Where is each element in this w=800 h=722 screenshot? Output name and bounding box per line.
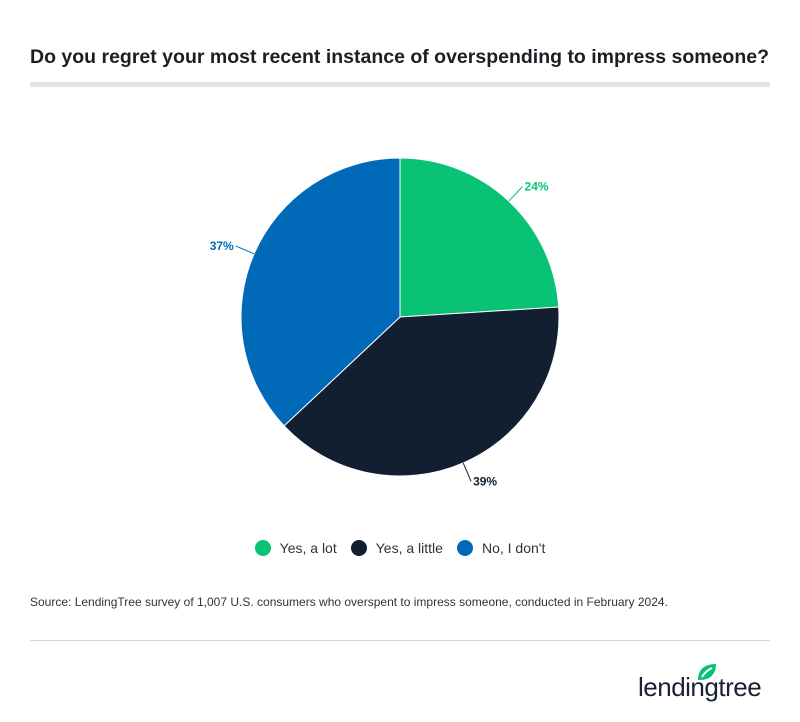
lendingtree-logo: lendingtree — [638, 662, 773, 702]
logo-text: lendingtree — [638, 672, 762, 702]
leader-line-0 — [508, 186, 523, 202]
legend-item-0: Yes, a lot — [254, 540, 337, 556]
legend-label: Yes, a little — [375, 540, 443, 556]
leaf-icon — [698, 664, 716, 680]
source-note: Source: LendingTree survey of 1,007 U.S.… — [30, 595, 668, 609]
data-label-0: 24% — [525, 180, 549, 194]
chart-title: Do you regret your most recent instance … — [30, 46, 769, 68]
legend-item-1: Yes, a little — [350, 540, 443, 556]
legend-label: Yes, a lot — [279, 540, 337, 556]
pie-slice-2 — [240, 157, 401, 427]
pie-slice-1 — [283, 306, 560, 477]
legend-swatch — [254, 540, 271, 556]
pie-slice-0 — [399, 157, 560, 318]
legend-swatch — [456, 540, 473, 556]
data-label-2: 37% — [210, 239, 234, 253]
legend-item-2: No, I don't — [456, 540, 546, 556]
legend: Yes, a lot Yes, a little No, I don't — [0, 540, 800, 556]
title-divider — [30, 82, 770, 87]
legend-swatch — [350, 540, 367, 556]
data-label-1: 39% — [473, 474, 497, 488]
leader-line-1 — [462, 462, 472, 482]
leader-line-2 — [235, 245, 255, 255]
legend-label: No, I don't — [481, 540, 546, 556]
footer-divider — [30, 640, 770, 641]
